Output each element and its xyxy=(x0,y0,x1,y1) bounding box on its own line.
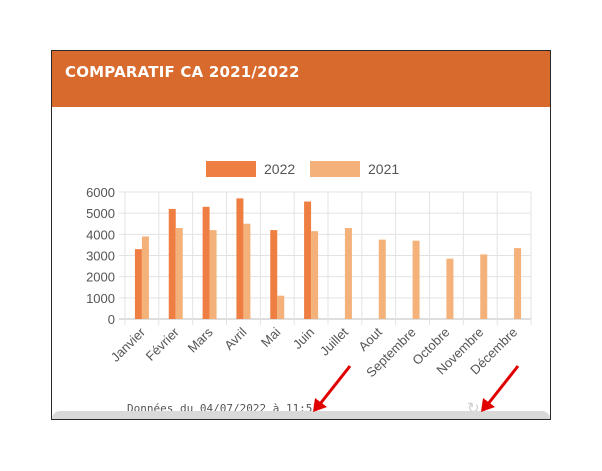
bar-2021 xyxy=(277,295,285,319)
x-tick-label: Mars xyxy=(185,324,216,355)
bar-2021 xyxy=(378,239,386,319)
y-tick-label: 6000 xyxy=(86,185,115,200)
bar-2021 xyxy=(446,258,454,319)
bar-2022 xyxy=(134,249,142,319)
chart-widget: COMPARATIF CA 2021/2022 0 1000 2000 3000 400… xyxy=(51,50,551,420)
widget-title: COMPARATIF CA 2021/2022 xyxy=(65,63,300,81)
card-bottom-edge xyxy=(52,411,550,419)
x-tick-label: Mai xyxy=(258,324,283,349)
y-tick-label: 0 xyxy=(108,312,115,327)
legend-label-2022: 2022 xyxy=(264,161,295,177)
x-tick-label: Février xyxy=(143,324,183,364)
legend-swatch-2022 xyxy=(206,161,256,177)
y-tick-label: 3000 xyxy=(86,249,115,264)
widget-header: COMPARATIF CA 2021/2022 xyxy=(52,51,550,107)
bar-2021 xyxy=(311,231,319,319)
legend-swatch-2021 xyxy=(310,161,360,177)
x-tick-label: Aout xyxy=(355,324,385,354)
x-tick-label: Avril xyxy=(221,324,249,352)
y-tick-label: 2000 xyxy=(86,270,115,285)
x-tick-label: Janvier xyxy=(108,324,149,365)
x-tick-label: Juin xyxy=(290,325,317,352)
bar-2021 xyxy=(480,254,488,319)
bar-2021 xyxy=(344,227,352,319)
x-tick-label: Juillet xyxy=(317,324,351,358)
bar-2021 xyxy=(412,240,420,319)
bar-2021 xyxy=(243,223,251,319)
y-tick-label: 1000 xyxy=(86,291,115,306)
bar-2022 xyxy=(304,201,312,319)
bar-2021 xyxy=(209,230,217,319)
bar-2021 xyxy=(514,248,522,319)
bar-2022 xyxy=(236,198,244,319)
bar-2022 xyxy=(168,208,176,319)
y-tick-label: 4000 xyxy=(86,227,115,242)
legend-label-2021: 2021 xyxy=(368,161,399,177)
bar-2021 xyxy=(141,236,149,319)
y-tick-label: 5000 xyxy=(86,206,115,221)
bar-2022 xyxy=(270,230,278,319)
bar-2021 xyxy=(175,227,183,319)
bar-2022 xyxy=(202,206,210,319)
